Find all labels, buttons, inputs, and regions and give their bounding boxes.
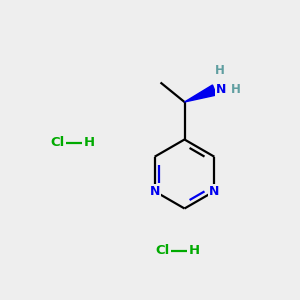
Text: N: N xyxy=(149,185,160,198)
Text: N: N xyxy=(209,185,220,198)
Text: H: H xyxy=(215,64,225,77)
Text: Cl: Cl xyxy=(155,244,170,257)
Text: N: N xyxy=(216,83,226,97)
Text: H: H xyxy=(231,83,241,97)
Text: H: H xyxy=(84,136,95,149)
Text: H: H xyxy=(189,244,200,257)
Polygon shape xyxy=(184,85,217,102)
Text: Cl: Cl xyxy=(50,136,64,149)
